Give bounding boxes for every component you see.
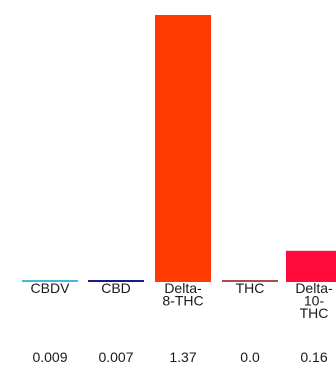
value-label-2: 1.37 [169,349,196,365]
value-labels-group: 0.009 0.007 1.37 0.0 0.16 [32,349,327,365]
value-label-4: 0.16 [300,349,327,365]
bar-3 [222,280,278,282]
category-label-3: THC [236,280,265,296]
value-label-3: 0.0 [240,349,260,365]
value-label-0: 0.009 [32,349,67,365]
category-label-2: Delta-8-THC [162,280,203,309]
category-label-0: CBDV [31,280,71,296]
bar-1 [88,280,144,282]
bar-4 [286,250,336,282]
category-label-4: Delta-10-THC [295,280,333,321]
bar-0 [22,280,78,282]
category-label-1: CBD [101,280,131,296]
category-labels-group: CBDV CBD Delta-8-THC THC Delta-10-THC [31,280,333,321]
bars-group [22,15,336,282]
bar-2 [155,15,211,282]
value-label-1: 0.007 [98,349,133,365]
